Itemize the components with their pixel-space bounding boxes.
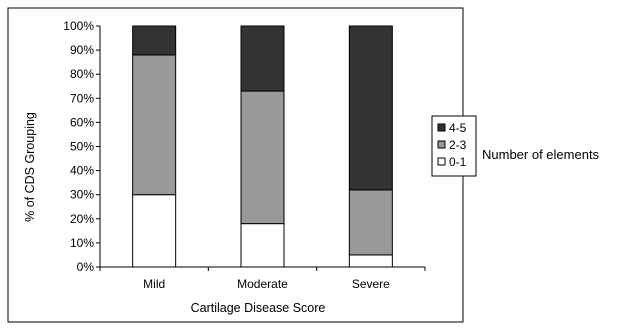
y-tick-label: 50%	[70, 140, 94, 154]
legend-swatch-4-5	[437, 123, 446, 132]
y-tick-label: 70%	[70, 91, 94, 105]
y-tick-label: 90%	[70, 43, 94, 57]
legend-swatch-0-1	[437, 157, 446, 166]
side-note: Number of elements	[482, 147, 600, 162]
y-axis-title: % of CDS Grouping	[23, 112, 37, 222]
legend-label-4-5: 4-5	[449, 121, 467, 135]
x-axis-title: Cartilage Disease Score	[191, 301, 326, 315]
legend-swatch-2-3	[437, 140, 446, 149]
bar-severe-0-1	[348, 254, 393, 268]
legend-label-0-1: 0-1	[449, 155, 467, 169]
bar-mild-4-5	[132, 25, 177, 56]
bar-severe-2-3	[348, 189, 393, 256]
bar-mild-2-3	[132, 54, 177, 196]
y-tick-label: 0%	[77, 260, 95, 274]
y-tick-label: 40%	[70, 164, 94, 178]
y-tick-label: 80%	[70, 67, 94, 81]
bar-moderate-4-5	[240, 25, 285, 92]
bar-moderate-0-1	[240, 223, 285, 268]
y-axis-ticks: 0% 10% 20% 30% 40% 50% 60% 70% 80% 90% 100%	[63, 19, 100, 274]
x-tick-label: Severe	[352, 277, 390, 291]
x-axis-ticks: Mild Moderate Severe	[99, 267, 426, 291]
x-tick-label: Moderate	[237, 277, 288, 291]
bar-mild-0-1	[132, 194, 177, 268]
y-tick-label: 60%	[70, 115, 94, 129]
y-tick-label: 100%	[63, 19, 94, 33]
legend: 4-5 2-3 0-1	[431, 115, 477, 177]
bar-severe-4-5	[348, 25, 393, 191]
bar-moderate-2-3	[240, 90, 285, 225]
y-tick-label: 20%	[70, 212, 94, 226]
x-tick-label: Mild	[143, 277, 165, 291]
y-tick-label: 10%	[70, 236, 94, 250]
bars	[132, 25, 393, 268]
y-tick-label: 30%	[70, 188, 94, 202]
legend-label-2-3: 2-3	[449, 138, 467, 152]
